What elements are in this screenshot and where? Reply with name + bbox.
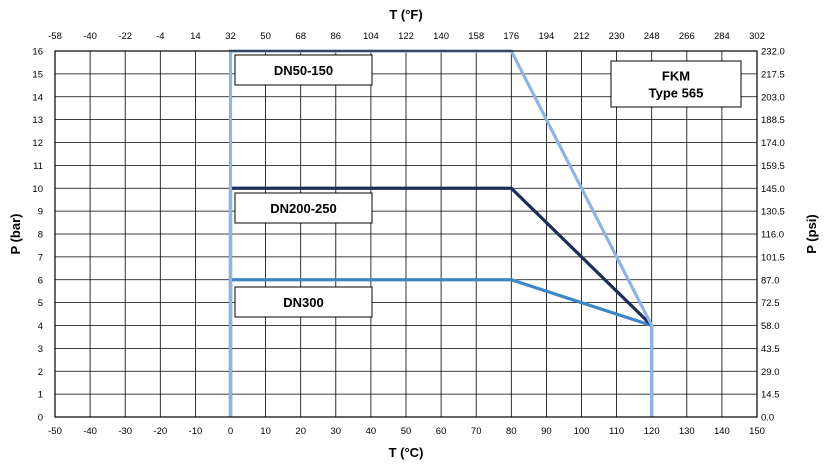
- y-tick-label-left: 12: [32, 138, 43, 149]
- x-tick-label-bottom: 40: [366, 426, 377, 437]
- y-tick-label-left: 0: [38, 413, 43, 424]
- y-tick-label-left: 14: [32, 92, 43, 103]
- y-tick-label-right: 116.0: [761, 230, 784, 241]
- x-tick-label-top: 140: [433, 31, 449, 42]
- y-axis-title-right: P (psi): [804, 214, 819, 254]
- annotation-text: FKM: [662, 69, 690, 84]
- annotation-text: DN50-150: [274, 63, 333, 78]
- x-axis-title-bottom: T (°C): [389, 445, 424, 460]
- y-tick-label-left: 9: [38, 207, 43, 218]
- x-tick-label-top: 50: [260, 31, 271, 42]
- y-tick-label-left: 2: [38, 367, 43, 378]
- annotation-box: FKM Type 565: [610, 60, 742, 108]
- x-tick-label-bottom: 80: [506, 426, 517, 437]
- plot-border: [54, 50, 758, 418]
- y-tick-label-right: 145.0: [761, 184, 785, 195]
- y-tick-label-right: 188.5: [761, 115, 785, 126]
- annotation-box-frame: [234, 54, 373, 86]
- y-tick-label-left: 5: [38, 298, 43, 309]
- annotation-box: DN50-150: [234, 54, 373, 86]
- annotation-text: Type 565: [649, 86, 704, 101]
- x-tick-label-top: 32: [225, 31, 236, 42]
- x-tick-label-top: -40: [83, 31, 97, 42]
- y-tick-label-right: 72.5: [761, 298, 780, 309]
- annotations: DN50-150 DN200-250 DN300 FKM Type 565: [234, 54, 742, 318]
- annotation-box-frame: [234, 192, 373, 224]
- x-tick-label-bottom: -50: [48, 426, 62, 437]
- x-tick-label-top: 68: [295, 31, 306, 42]
- x-tick-label-bottom: 70: [471, 426, 482, 437]
- y-tick-label-right: 217.5: [761, 69, 785, 80]
- x-tick-label-bottom: 10: [260, 426, 271, 437]
- x-tick-label-bottom: -20: [153, 426, 167, 437]
- y-tick-label-right: 159.5: [761, 161, 785, 172]
- y-tick-label-left: 3: [38, 344, 43, 355]
- annotation-box-frame: [234, 286, 373, 318]
- x-tick-label-top: 284: [714, 31, 730, 42]
- y-tick-label-right: 29.0: [761, 367, 780, 378]
- y-tick-label-left: 7: [38, 252, 43, 263]
- x-tick-label-top: 86: [331, 31, 342, 42]
- annotation-box: DN300: [234, 286, 373, 318]
- x-tick-label-bottom: 0: [228, 426, 233, 437]
- x-tick-label-top: -22: [118, 31, 132, 42]
- y-tick-label-left: 6: [38, 275, 43, 286]
- x-tick-label-top: 122: [398, 31, 414, 42]
- x-tick-label-bottom: 130: [679, 426, 695, 437]
- x-tick-label-top: 266: [679, 31, 695, 42]
- x-tick-label-bottom: 100: [574, 426, 590, 437]
- x-tick-label-bottom: 60: [436, 426, 447, 437]
- y-tick-label-right: 87.0: [761, 275, 780, 286]
- x-tick-label-top: -4: [156, 31, 164, 42]
- x-tick-label-bottom: 20: [295, 426, 306, 437]
- y-tick-label-right: 232.0: [761, 47, 785, 58]
- x-tick-label-bottom: 30: [331, 426, 342, 437]
- y-tick-label-left: 15: [32, 69, 43, 80]
- y-tick-label-right: 203.0: [761, 92, 785, 103]
- x-tick-label-top: 104: [363, 31, 379, 42]
- x-tick-label-bottom: 50: [401, 426, 412, 437]
- x-tick-label-bottom: 120: [644, 426, 660, 437]
- plot-frame: [54, 50, 758, 418]
- y-tick-label-left: 10: [32, 184, 43, 195]
- tick-labels: -50 -40 -30 -20 -10 0 10 20 30 40 50 60 70 80 90 100 110…: [32, 31, 784, 437]
- x-tick-label-top: 302: [749, 31, 765, 42]
- x-tick-label-top: 14: [190, 31, 201, 42]
- x-tick-label-top: 230: [609, 31, 625, 42]
- y-tick-label-right: 174.0: [761, 138, 785, 149]
- x-tick-label-top: -58: [48, 31, 62, 42]
- y-tick-label-left: 11: [33, 161, 43, 172]
- annotation-text: DN200-250: [270, 201, 337, 216]
- y-tick-label-right: 0.0: [761, 413, 774, 424]
- x-tick-label-bottom: -10: [189, 426, 203, 437]
- x-tick-label-bottom: -30: [118, 426, 132, 437]
- annotation-text: DN300: [283, 295, 323, 310]
- x-tick-label-bottom: 140: [714, 426, 730, 437]
- y-tick-label-right: 14.5: [761, 390, 780, 401]
- y-tick-label-left: 8: [38, 230, 43, 241]
- annotation-box-frame: [610, 60, 742, 108]
- x-tick-label-top: 248: [644, 31, 660, 42]
- x-tick-label-top: 212: [574, 31, 590, 42]
- y-tick-label-left: 4: [38, 321, 43, 332]
- x-tick-label-bottom: 150: [749, 426, 765, 437]
- annotation-box: DN200-250: [234, 192, 373, 224]
- x-tick-label-top: 158: [468, 31, 484, 42]
- y-tick-label-left: 13: [32, 115, 43, 126]
- x-tick-label-bottom: 110: [609, 426, 624, 437]
- y-tick-label-right: 58.0: [761, 321, 780, 332]
- x-tick-label-top: 194: [538, 31, 554, 42]
- y-tick-label-left: 16: [32, 47, 43, 58]
- x-tick-label-top: 176: [503, 31, 519, 42]
- x-axis-title-top: T (°F): [389, 7, 422, 22]
- y-tick-label-left: 1: [38, 390, 43, 401]
- y-tick-label-right: 130.5: [761, 207, 785, 218]
- y-axis-title-left: P (bar): [8, 214, 23, 255]
- x-tick-label-bottom: 90: [541, 426, 552, 437]
- y-tick-label-right: 43.5: [761, 344, 780, 355]
- y-tick-label-right: 101.5: [761, 252, 785, 263]
- x-tick-label-bottom: -40: [83, 426, 97, 437]
